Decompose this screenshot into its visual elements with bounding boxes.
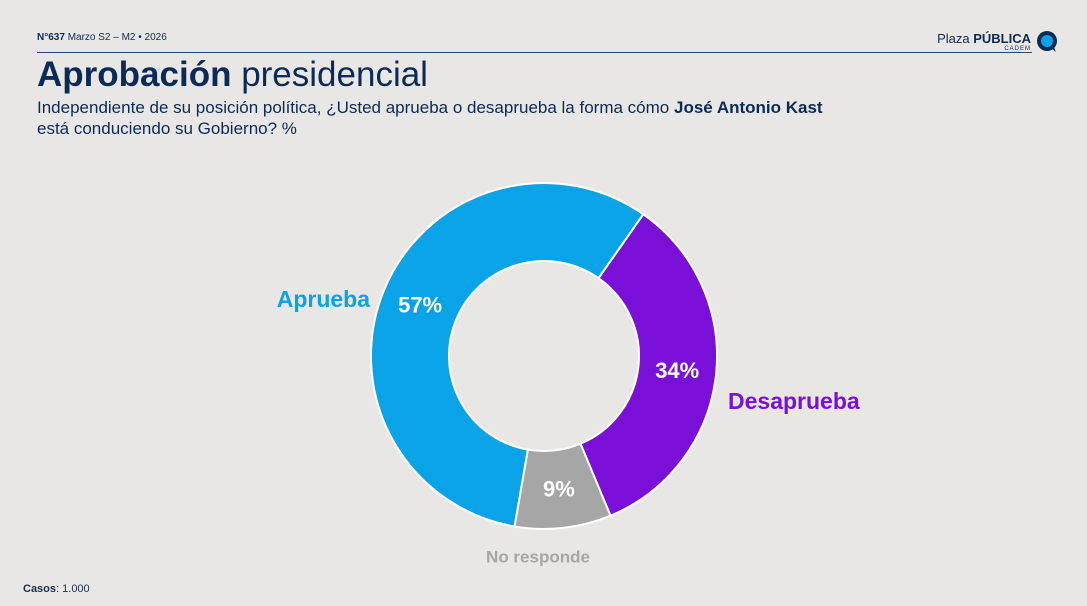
plaza-publica-logo: Plaza PÚBLICA CADEM bbox=[937, 30, 1059, 54]
logo-text: Plaza PÚBLICA CADEM bbox=[937, 32, 1031, 52]
logo-main: Plaza PÚBLICA bbox=[937, 32, 1031, 45]
slice-aprueba bbox=[370, 182, 645, 528]
header-divider bbox=[37, 52, 1032, 53]
question-part-2: está conduciendo su Gobierno? % bbox=[37, 119, 297, 138]
report-period: Marzo S2 – M2 • 2026 bbox=[67, 32, 167, 43]
category-label-desaprueba: Desaprueba bbox=[728, 388, 860, 414]
sample-size: Casos: 1.000 bbox=[23, 583, 90, 595]
question-text: Independiente de su posición política, ¿… bbox=[37, 97, 937, 139]
logo-word-publica: PÚBLICA bbox=[973, 31, 1031, 46]
logo-sub-cadem: CADEM bbox=[1004, 46, 1031, 52]
report-number: N°637 bbox=[37, 32, 65, 43]
category-label-aprueba: Aprueba bbox=[277, 286, 371, 312]
sample-size-label: Casos bbox=[23, 583, 57, 595]
sample-size-value: : 1.000 bbox=[56, 583, 90, 595]
value-label-aprueba: 57% bbox=[398, 292, 442, 317]
slice-desaprueba bbox=[579, 212, 718, 518]
president-name: José Antonio Kast bbox=[673, 98, 823, 117]
donut-labels: 34% Desaprueba 9% No responde 57% Aprueba bbox=[277, 286, 860, 567]
donut-slices bbox=[370, 182, 718, 530]
speech-bubble-icon bbox=[1037, 31, 1057, 52]
title-light: presidencial bbox=[241, 55, 428, 94]
title-bold: Aprobación bbox=[37, 55, 232, 94]
report-header: N°637 Marzo S2 – M2 • 2026 bbox=[37, 32, 167, 43]
logo-word-plaza: Plaza bbox=[937, 31, 970, 46]
value-label-no-responde: 9% bbox=[543, 477, 575, 502]
page-title: Aprobación presidencial bbox=[37, 55, 428, 94]
question-part-1: Independiente de su posición política, ¿… bbox=[37, 98, 670, 117]
category-label-no-responde: No responde bbox=[486, 548, 590, 567]
value-label-desaprueba: 34% bbox=[655, 358, 699, 383]
